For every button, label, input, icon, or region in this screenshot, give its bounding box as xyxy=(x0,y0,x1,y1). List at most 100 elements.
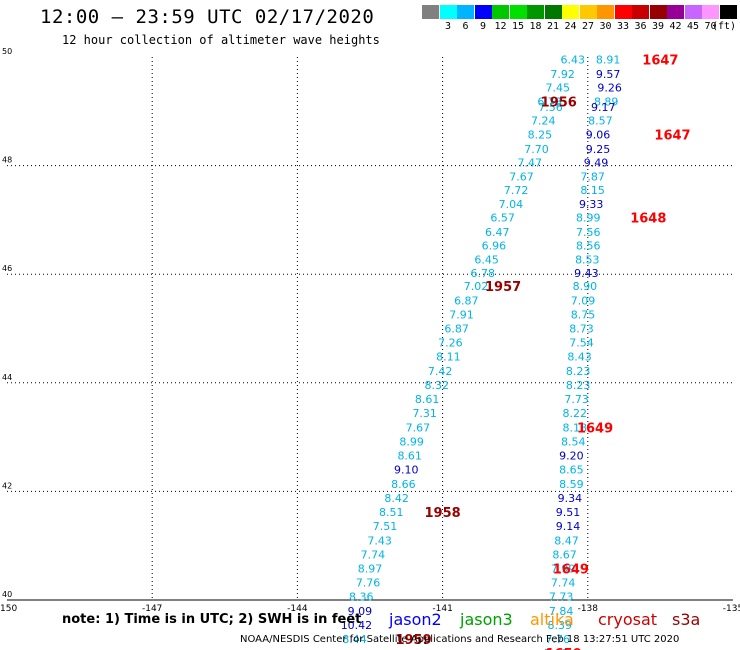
wave-height-point: 7.04 xyxy=(499,198,524,211)
wave-height-point: 7.67 xyxy=(406,421,431,434)
y-tick-label: 44 xyxy=(2,373,12,382)
legend-label: 36 xyxy=(634,21,647,32)
wave-height-point: 7.76 xyxy=(546,633,571,646)
wave-height-point: 7.87 xyxy=(580,170,605,183)
wave-height-point: 8.51 xyxy=(379,506,404,519)
legend-swatch xyxy=(719,5,737,19)
wave-height-point: 8.57 xyxy=(588,115,613,128)
wave-height-point: 7.76 xyxy=(356,577,381,590)
y-tick-label: 50 xyxy=(2,47,12,56)
time-label: 1649 xyxy=(577,421,613,436)
wave-height-point: 7.74 xyxy=(551,577,576,590)
wave-height-point: 8.56 xyxy=(576,239,601,252)
wave-height-point: 7.26 xyxy=(438,337,463,350)
wave-height-point: 9.17 xyxy=(591,101,616,114)
legend-swatch xyxy=(649,5,667,19)
legend-label: 70 xyxy=(704,21,717,32)
wave-height-point: 7.91 xyxy=(449,308,474,321)
legend-swatch xyxy=(509,5,527,19)
legend-label: 6 xyxy=(462,21,469,32)
legend-label: 30 xyxy=(599,21,612,32)
wave-height-point: 7.73 xyxy=(549,591,574,604)
satellite-cryosat: cryosat xyxy=(598,610,658,629)
y-tick-label: 48 xyxy=(2,156,12,165)
legend-label: 45 xyxy=(686,21,700,32)
time-label: 1647 xyxy=(654,129,690,144)
wave-height-point: 8.39 xyxy=(547,619,572,632)
wave-height-point: 9.33 xyxy=(579,198,604,211)
legend-swatch xyxy=(492,5,509,19)
credit-line: NOAA/NESDIS Center for Satellite Applica… xyxy=(240,634,680,645)
wave-height-point: 7.43 xyxy=(367,534,392,547)
legend-swatch xyxy=(597,5,614,19)
wave-height-point: 6.78 xyxy=(471,267,496,280)
wave-height-point: 6.45 xyxy=(474,254,499,267)
wave-height-point: 8.42 xyxy=(384,492,409,505)
footer-note: note: 1) Time is in UTC; 2) SWH is in fe… xyxy=(62,612,362,627)
wave-height-point: 8.90 xyxy=(573,280,598,293)
wave-height-point: 8.73 xyxy=(569,323,594,336)
wave-height-point: 7.47 xyxy=(517,156,542,169)
wave-height-point: 7.09 xyxy=(571,294,596,307)
wave-height-point: 8.91 xyxy=(596,54,621,67)
wave-height-point: 7.56 xyxy=(538,101,563,114)
x-tick-label: -144 xyxy=(287,604,308,614)
wave-height-point: 7.84 xyxy=(549,605,574,618)
wave-height-point: 6.57 xyxy=(490,212,515,225)
time-label: 1649 xyxy=(553,563,589,578)
satellite-jason2: jason2 xyxy=(389,610,442,629)
wave-height-point: 7.67 xyxy=(509,170,534,183)
legend-swatch xyxy=(579,5,597,19)
legend-swatch xyxy=(422,5,439,19)
wave-height-point: 8.22 xyxy=(562,407,587,420)
wave-height-point: 8.36 xyxy=(349,591,374,604)
wave-height-point: 9.10 xyxy=(394,464,419,477)
wave-height-point: 8.66 xyxy=(391,478,416,491)
x-tick-label: -150 xyxy=(0,604,17,614)
time-label: 1650 xyxy=(546,647,582,650)
x-tick-label: -141 xyxy=(432,604,452,614)
wave-height-point: 8.99 xyxy=(399,435,424,448)
legend-unit: (ft) xyxy=(712,21,737,32)
legend-label: 39 xyxy=(651,21,665,32)
time-label: 1958 xyxy=(425,506,461,521)
wave-height-point: 9.43 xyxy=(574,267,599,280)
wave-height-point: 7.42 xyxy=(428,365,453,378)
wave-height-point: 9.26 xyxy=(597,81,622,94)
wave-height-point: 8.44 xyxy=(342,633,367,646)
wave-height-point: 9.25 xyxy=(586,143,611,156)
wave-height-point: 9.14 xyxy=(556,520,581,533)
time-label: 1648 xyxy=(630,212,666,227)
wave-height-point: 7.24 xyxy=(531,115,556,128)
wave-height-point: 8.25 xyxy=(528,129,553,142)
wave-height-point: 8.59 xyxy=(559,478,584,491)
wave-height-point: 8.53 xyxy=(575,254,600,267)
wave-height-point: 10.42 xyxy=(341,619,373,632)
x-tick-label: -138 xyxy=(578,604,599,614)
wave-height-point: 7.74 xyxy=(361,548,386,561)
time-label: 1956 xyxy=(541,96,577,111)
wave-height-point: 8.89 xyxy=(594,96,619,109)
wave-height-point: 8.18 xyxy=(562,421,587,434)
legend-swatch xyxy=(614,5,632,19)
wave-height-point: 9.49 xyxy=(584,156,609,169)
wave-height-point: 8.75 xyxy=(571,308,596,321)
legend-label: 18 xyxy=(529,21,542,32)
wave-height-point: 8.15 xyxy=(580,184,605,197)
legend-label: 24 xyxy=(564,21,577,32)
wave-height-point: 6.78 xyxy=(537,96,562,109)
wave-height-point: 6.43 xyxy=(561,54,586,67)
legend-swatch xyxy=(684,5,702,19)
legend-swatch xyxy=(439,5,457,19)
time-label: 1647 xyxy=(642,54,678,69)
satellite-s3a: s3a xyxy=(672,610,701,629)
wave-height-point: 7.92 xyxy=(550,68,575,81)
legend-swatch xyxy=(527,5,544,19)
y-tick-label: 42 xyxy=(2,481,12,490)
y-tick-label: 40 xyxy=(2,590,12,599)
wave-height-point: 7.70 xyxy=(524,143,549,156)
x-tick-label: -135 xyxy=(723,604,740,614)
legend-label: 15 xyxy=(511,21,525,32)
wave-height-point: 9.34 xyxy=(558,492,583,505)
